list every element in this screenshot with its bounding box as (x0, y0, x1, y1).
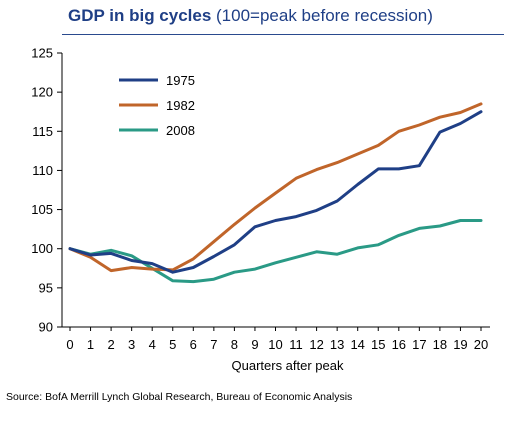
legend-label-2008: 2008 (166, 123, 195, 138)
y-tick-label: 100 (31, 241, 53, 256)
chart-title-bold: GDP in big cycles (68, 6, 212, 25)
axes (61, 53, 490, 328)
y-tick-label: 110 (32, 163, 53, 178)
y-tick-label: 125 (31, 46, 53, 61)
source-note: Source: BofA Merrill Lynch Global Resear… (6, 391, 353, 403)
chart-title: GDP in big cycles (100=peak before reces… (68, 6, 433, 26)
x-tick-label: 7 (210, 337, 217, 352)
x-tick-label: 12 (309, 337, 323, 352)
series-line-1975 (68, 110, 483, 274)
legend-label-1982: 1982 (166, 98, 195, 113)
x-tick-label: 8 (231, 337, 238, 352)
x-tick-label: 5 (169, 337, 176, 352)
y-axis-ticks: 90 95 100 105 110 115 120 125 (31, 46, 62, 335)
series-line-2008 (68, 219, 483, 284)
x-tick-label: 16 (392, 337, 406, 352)
x-axis-label: Quarters after peak (232, 358, 344, 373)
x-axis-ticks: 0 1 2 3 4 5 6 7 8 9 10 11 12 13 14 15 16 17 18 19 20 (66, 327, 488, 352)
y-tick-label: 120 (31, 85, 53, 100)
title-rule (62, 34, 504, 35)
x-tick-label: 15 (371, 337, 385, 352)
x-tick-label: 20 (474, 337, 488, 352)
y-tick-label: 105 (31, 202, 53, 217)
x-tick-label: 19 (453, 337, 467, 352)
x-tick-label: 0 (66, 337, 73, 352)
x-tick-label: 3 (128, 337, 135, 352)
legend-label-1975: 1975 (166, 73, 195, 88)
x-tick-label: 2 (107, 337, 114, 352)
x-tick-label: 6 (190, 337, 197, 352)
x-tick-label: 11 (289, 337, 303, 352)
x-tick-label: 9 (251, 337, 258, 352)
x-tick-label: 1 (87, 337, 94, 352)
y-tick-label: 95 (39, 280, 53, 295)
chart-title-rest: (100=peak before recession) (211, 6, 433, 25)
y-tick-label: 115 (32, 124, 53, 139)
x-tick-label: 18 (433, 337, 447, 352)
x-tick-label: 14 (350, 337, 364, 352)
legend: 1975 1982 2008 (119, 73, 195, 138)
x-tick-label: 13 (330, 337, 344, 352)
x-tick-label: 17 (412, 337, 426, 352)
x-tick-label: 10 (268, 337, 282, 352)
y-tick-label: 90 (39, 320, 53, 335)
series-lines (68, 102, 483, 284)
x-tick-label: 4 (149, 337, 156, 352)
series-line-1982 (68, 102, 483, 273)
